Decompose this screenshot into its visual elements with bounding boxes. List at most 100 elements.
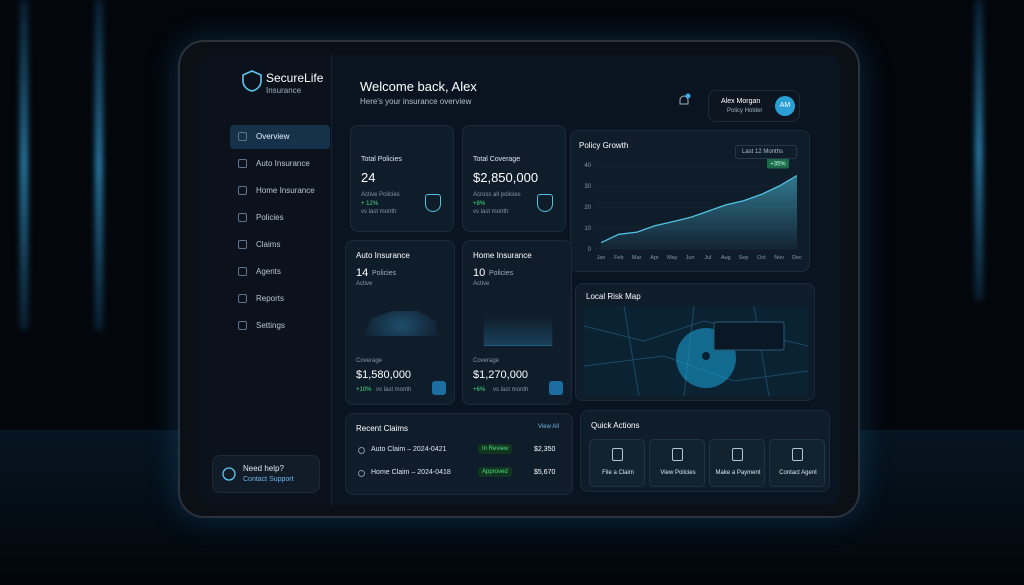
nav-item[interactable]: Settings bbox=[230, 314, 330, 338]
nav-item[interactable]: Agents bbox=[230, 260, 330, 284]
x-tick-label: Feb bbox=[614, 255, 623, 261]
line bbox=[600, 174, 798, 244]
stat-label: Total Coverage bbox=[473, 156, 521, 163]
coverage-value: $1,270,000 bbox=[473, 369, 529, 381]
x-tick-label: May bbox=[667, 255, 678, 261]
brand-sub: Insurance bbox=[266, 86, 302, 95]
growth-badge: +35% bbox=[770, 162, 786, 168]
nav-item[interactable]: Reports bbox=[230, 287, 330, 311]
coverage-value: $1,580,000 bbox=[356, 369, 412, 381]
product-card: Home Insurance 10 Policies Active Coverage $1… bbox=[462, 240, 572, 405]
coverage-label: Coverage bbox=[356, 358, 383, 364]
x-tick-label: Jun bbox=[686, 255, 695, 261]
nav-icon bbox=[238, 186, 247, 195]
x-tick-label: Oct bbox=[757, 255, 766, 261]
x-tick-label: Mar bbox=[632, 255, 642, 261]
nav-label: Policies bbox=[256, 213, 284, 222]
coverage-label: Coverage bbox=[473, 358, 500, 364]
x-tick-label: Dec bbox=[792, 255, 802, 261]
product-illustration bbox=[483, 298, 553, 346]
stat-change: +8% bbox=[473, 201, 486, 207]
policy-growth-card: Policy Growth Last 12 Months 0 10 20 30 40 Ja… bbox=[570, 130, 810, 272]
logo-shield bbox=[242, 70, 262, 92]
product-status: Active bbox=[473, 281, 490, 287]
nav-label: Settings bbox=[256, 321, 285, 330]
claim-icon bbox=[358, 447, 365, 454]
arrow-button[interactable] bbox=[549, 381, 563, 395]
map bbox=[584, 306, 808, 396]
stat-value: 24 bbox=[361, 170, 376, 185]
nav-item[interactable]: Home Insurance bbox=[230, 179, 330, 203]
nav-icon bbox=[238, 240, 247, 249]
help-link[interactable]: Contact Support bbox=[243, 476, 294, 483]
action-icon bbox=[732, 448, 743, 461]
nav-item[interactable]: Overview bbox=[230, 125, 330, 149]
risk-map-card: Local Risk Map bbox=[575, 283, 815, 401]
user-role: Policy Holder bbox=[727, 108, 763, 114]
coverage-period: vs last month bbox=[376, 387, 412, 393]
action-button[interactable]: Contact Agent bbox=[769, 439, 825, 487]
sidebar: SecureLife Insurance Need help? Contact … bbox=[200, 55, 332, 505]
claim-name: Auto Claim – 2024-0421 bbox=[371, 446, 447, 453]
background-glow bbox=[975, 0, 983, 300]
x-tick-label: Apr bbox=[650, 255, 659, 261]
nav-icon bbox=[238, 321, 247, 330]
nav-label: Auto Insurance bbox=[256, 159, 310, 168]
nav-label: Overview bbox=[256, 132, 290, 141]
y-tick-label: 40 bbox=[584, 163, 591, 169]
action-button[interactable]: Make a Payment bbox=[709, 439, 765, 487]
help-box[interactable]: Need help? Contact Support bbox=[212, 455, 320, 493]
action-icon bbox=[792, 448, 803, 461]
user-name: Alex Morgan bbox=[721, 98, 761, 105]
welcome-subtitle: Here's your insurance overview bbox=[360, 97, 472, 106]
range-select[interactable]: Last 12 Months bbox=[735, 145, 797, 159]
claim-amount: $5,670 bbox=[534, 469, 556, 476]
background-glow bbox=[95, 0, 103, 330]
nav-icon bbox=[238, 132, 247, 141]
y-tick-label: 20 bbox=[584, 205, 591, 211]
stat-note: Active Policies bbox=[361, 192, 400, 198]
arrow-button[interactable] bbox=[432, 381, 446, 395]
coverage-change: +6% bbox=[473, 387, 486, 393]
claims-card: Recent Claims View All Auto Claim – 2024… bbox=[345, 413, 573, 495]
welcome-title: Welcome back, Alex bbox=[360, 79, 477, 94]
product-title: Auto Insurance bbox=[356, 251, 410, 260]
stat-card: Total Policies 24 Active Policies + 12% vs l… bbox=[350, 125, 454, 232]
view-all-link[interactable]: View All bbox=[538, 424, 559, 430]
action-icon bbox=[612, 448, 623, 461]
nav-label: Claims bbox=[256, 240, 281, 249]
quick-actions-card: Quick Actions File a Claim View Policies M… bbox=[580, 410, 830, 492]
claims-title: Recent Claims bbox=[356, 424, 409, 433]
nav-icon bbox=[238, 267, 247, 276]
stat-note: Across all policies bbox=[473, 192, 521, 198]
claim-amount: $2,350 bbox=[534, 446, 556, 453]
nav-item[interactable]: Policies bbox=[230, 206, 330, 230]
product-count: 14 bbox=[356, 267, 369, 279]
action-label: Make a Payment bbox=[715, 470, 761, 476]
chart: 0 10 20 30 40 Jan Feb Mar Apr May Jun Jul Aug Sep Oct N… bbox=[584, 159, 802, 261]
nav-label: Agents bbox=[256, 267, 281, 276]
claim-status: Approved bbox=[478, 467, 512, 477]
nav-label: Home Insurance bbox=[256, 186, 315, 195]
nav-item[interactable]: Auto Insurance bbox=[230, 152, 330, 176]
stat-period: vs last month bbox=[473, 209, 509, 215]
action-button[interactable]: View Policies bbox=[649, 439, 705, 487]
avatar: AM bbox=[775, 96, 795, 116]
bell-icon[interactable] bbox=[676, 93, 692, 109]
nav-item[interactable]: Claims bbox=[230, 233, 330, 257]
action-button[interactable]: File a Claim bbox=[589, 439, 645, 487]
nav-icon bbox=[238, 159, 247, 168]
stat-label: Total Policies bbox=[361, 156, 402, 163]
nav-icon bbox=[238, 213, 247, 222]
product-status: Active bbox=[356, 281, 373, 287]
nav-label: Reports bbox=[256, 294, 285, 303]
x-tick-label: Jan bbox=[597, 255, 606, 261]
help-icon bbox=[222, 467, 236, 481]
user-box[interactable]: Alex Morgan Policy Holder AM bbox=[708, 90, 800, 122]
stat-icon bbox=[537, 194, 553, 212]
area bbox=[601, 175, 797, 249]
nav-icon bbox=[238, 294, 247, 303]
coverage-period: vs last month bbox=[493, 387, 529, 393]
x-tick-label: Nov bbox=[774, 255, 784, 261]
y-tick-label: 10 bbox=[584, 226, 591, 232]
